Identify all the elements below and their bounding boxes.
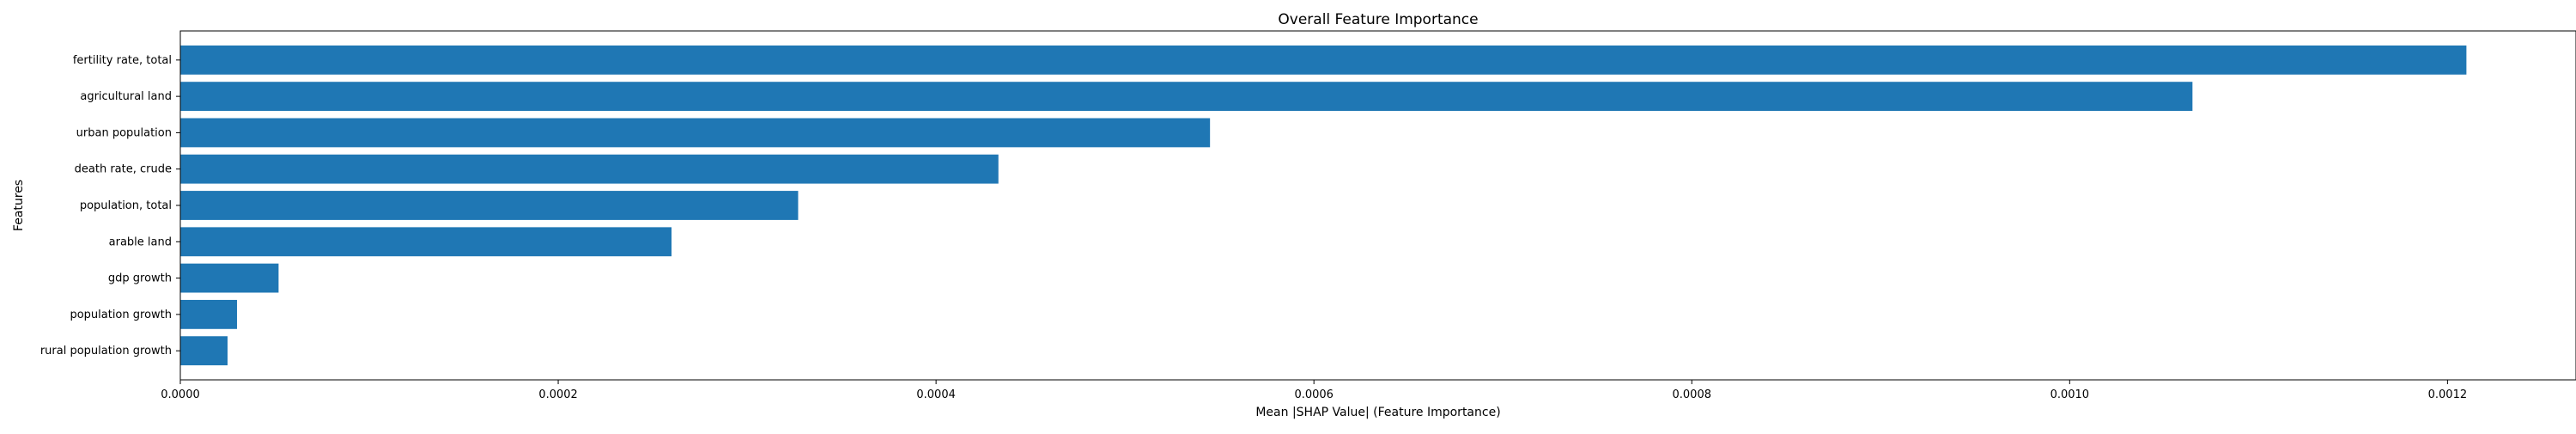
bar-0 — [180, 45, 2467, 75]
x-axis-ticks: 0.0000 0.0002 0.0004 0.0006 0.0008 0.0010 0.00… — [161, 380, 2467, 401]
x-tick-label: 0.0012 — [2428, 388, 2468, 401]
plot-area-frame — [179, 30, 2576, 381]
y-tick-label: urban population — [76, 126, 172, 139]
bars-layer — [180, 45, 2467, 366]
bar-4 — [180, 191, 799, 220]
x-tick-label: 0.0010 — [2050, 388, 2090, 401]
bar-8 — [180, 336, 228, 366]
bar-5 — [180, 227, 672, 257]
y-tick-label: rural population growth — [40, 345, 172, 358]
x-tick-label: 0.0008 — [1673, 388, 1712, 401]
bar-7 — [180, 299, 238, 329]
y-tick-label: fertility rate, total — [73, 54, 172, 67]
bar-2 — [180, 118, 1211, 148]
y-tick-label: population, total — [80, 199, 172, 212]
bar-3 — [180, 154, 999, 184]
x-tick-label: 0.0000 — [161, 388, 200, 401]
y-axis-ticks: fertility rate, total agricultural land ur… — [40, 54, 180, 358]
bar-1 — [180, 82, 2193, 112]
x-axis-label: Mean |SHAP Value| (Feature Importance) — [1255, 406, 1500, 419]
y-tick-label: death rate, crude — [75, 163, 172, 176]
x-tick-label: 0.0002 — [538, 388, 578, 401]
bar-6 — [180, 263, 279, 293]
y-tick-label: population growth — [70, 309, 172, 321]
y-tick-label: gdp growth — [108, 272, 172, 285]
y-tick-label: arable land — [109, 235, 172, 248]
y-axis-label: Features — [12, 180, 26, 231]
x-tick-label: 0.0004 — [916, 388, 956, 401]
x-tick-label: 0.0006 — [1294, 388, 1334, 401]
y-tick-label: agricultural land — [80, 90, 172, 103]
chart-title: Overall Feature Importance — [1278, 11, 1478, 28]
